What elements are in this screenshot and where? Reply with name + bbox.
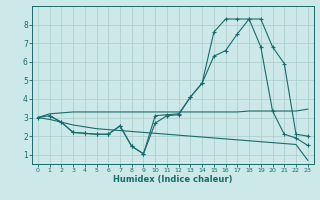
X-axis label: Humidex (Indice chaleur): Humidex (Indice chaleur) xyxy=(113,175,233,184)
